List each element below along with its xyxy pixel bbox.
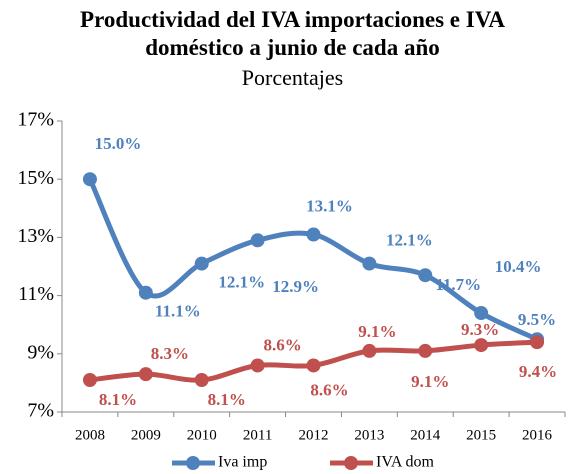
data-point <box>306 227 321 242</box>
data-point <box>194 372 209 387</box>
y-tick-label: 11% <box>18 283 54 305</box>
legend-marker <box>186 456 200 470</box>
data-label: 12.1% <box>386 230 433 249</box>
legend-marker <box>344 456 358 470</box>
data-point <box>138 285 153 300</box>
data-label: 11.7% <box>435 275 481 294</box>
data-point <box>306 358 321 373</box>
data-label: 8.3% <box>151 344 189 363</box>
data-label: 9.1% <box>411 372 449 391</box>
y-tick-label: 9% <box>27 341 54 363</box>
data-point <box>138 367 153 382</box>
x-tick-label: 2016 <box>522 427 553 443</box>
data-point <box>362 343 377 358</box>
data-label: 8.1% <box>208 390 246 409</box>
data-label: 9.5% <box>518 310 556 329</box>
data-point <box>530 335 545 350</box>
data-label: 8.1% <box>99 390 137 409</box>
x-tick-label: 2014 <box>410 427 441 443</box>
data-point <box>250 358 265 373</box>
data-label: 13.1% <box>306 196 353 215</box>
data-label: 12.1% <box>218 272 265 291</box>
data-point <box>250 233 265 248</box>
x-tick-label: 2009 <box>131 427 161 443</box>
data-label: 8.6% <box>263 335 301 354</box>
x-tick-label: 2013 <box>354 427 384 443</box>
data-label: 9.1% <box>358 322 396 341</box>
x-tick-label: 2015 <box>466 427 496 443</box>
chart-subtitle: Porcentajes <box>241 65 344 90</box>
data-point <box>418 343 433 358</box>
data-point <box>418 268 433 283</box>
legend-label: Iva imp <box>218 454 267 471</box>
data-label: 15.0% <box>95 134 142 153</box>
data-label: 12.9% <box>272 277 319 296</box>
data-point <box>194 256 209 271</box>
x-tick-label: 2010 <box>187 427 217 443</box>
y-tick-label: 17% <box>17 109 54 131</box>
chart-title: Productividad del IVA importaciones e IV… <box>80 7 505 60</box>
x-tick-label: 2008 <box>75 427 105 443</box>
y-tick-label: 13% <box>17 225 54 247</box>
y-tick-label: 15% <box>17 167 54 189</box>
data-label: 8.6% <box>310 380 348 399</box>
data-label: 10.4% <box>495 257 542 276</box>
data-point <box>82 172 97 187</box>
x-tick-label: 2012 <box>299 427 329 443</box>
legend-label: IVA dom <box>376 454 434 471</box>
data-point <box>362 256 377 271</box>
data-point <box>474 338 489 353</box>
x-tick-label: 2011 <box>243 427 272 443</box>
data-point <box>82 372 97 387</box>
data-label: 9.4% <box>519 362 557 381</box>
title-block: Productividad del IVA importaciones e IV… <box>0 6 585 92</box>
data-label: 9.3% <box>461 320 499 339</box>
y-tick-label: 7% <box>27 400 54 422</box>
data-point <box>474 306 489 321</box>
data-label: 11.1% <box>155 302 201 321</box>
